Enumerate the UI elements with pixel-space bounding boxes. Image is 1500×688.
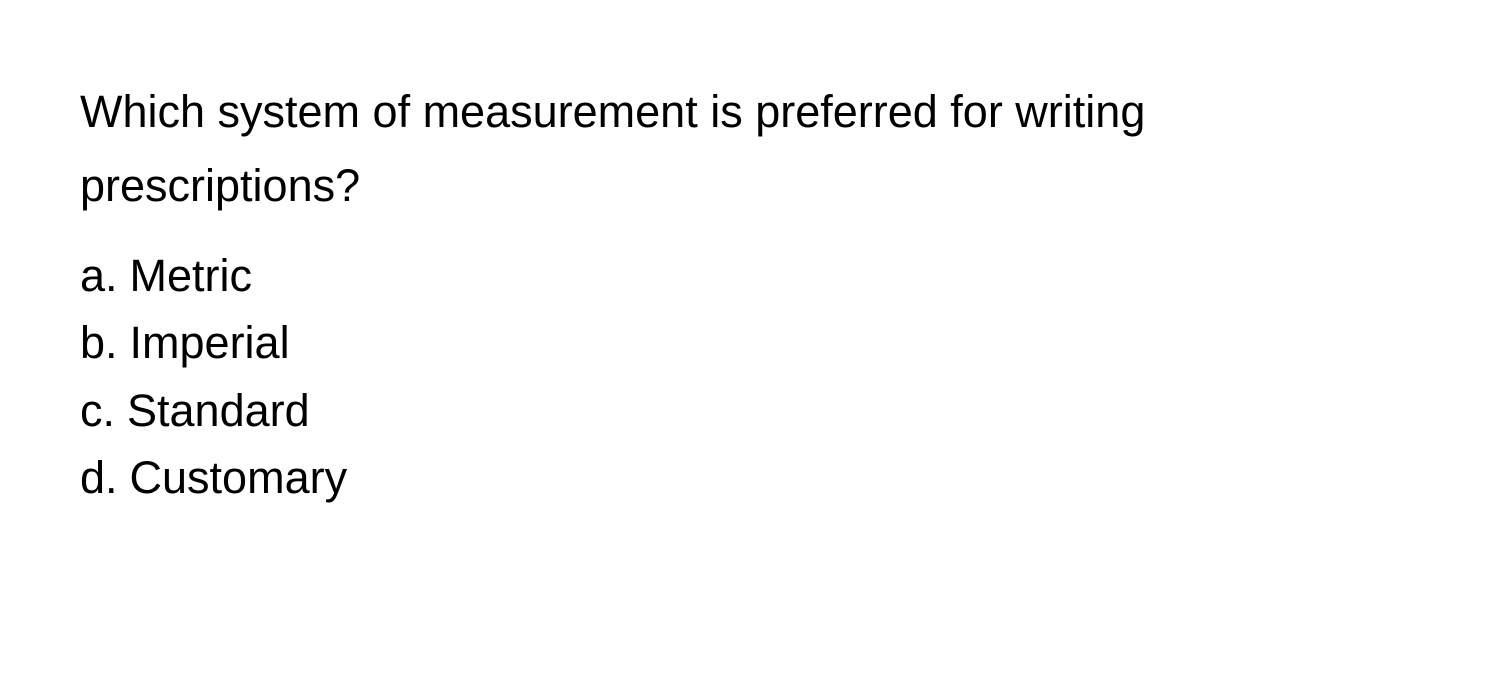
option-letter: a. xyxy=(80,242,118,310)
option-label: Metric xyxy=(130,242,253,310)
option-d: d. Customary xyxy=(80,444,1420,512)
option-b: b. Imperial xyxy=(80,309,1420,377)
option-letter: c. xyxy=(80,377,115,445)
option-label: Customary xyxy=(130,444,348,512)
option-letter: d. xyxy=(80,444,118,512)
question-text: Which system of measurement is preferred… xyxy=(80,75,1420,224)
option-c: c. Standard xyxy=(80,377,1420,445)
option-letter: b. xyxy=(80,309,118,377)
option-label: Imperial xyxy=(130,309,290,377)
option-a: a. Metric xyxy=(80,242,1420,310)
options-list: a. Metric b. Imperial c. Standard d. Cus… xyxy=(80,242,1420,512)
option-label: Standard xyxy=(127,377,310,445)
